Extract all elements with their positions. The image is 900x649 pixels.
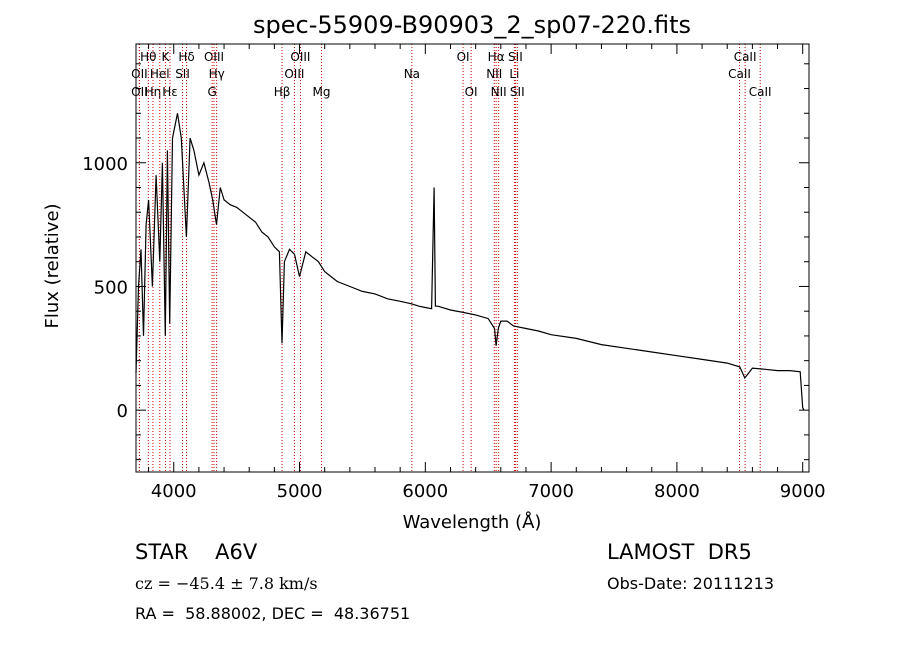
line-label-9: OIII (204, 50, 224, 64)
x-tick-label: 4000 (151, 481, 197, 502)
plot-frame (135, 43, 810, 473)
line-label-26: CaII (728, 67, 751, 81)
line-label-0: Hθ (140, 50, 156, 64)
chart-title: spec-55909-B90903_2_sp07-220.fits (253, 11, 691, 39)
line-label-14: OIII (284, 67, 304, 81)
line-label-25: CaII (734, 50, 757, 64)
line-label-16: Na (404, 67, 420, 81)
line-label-15: Mg (313, 85, 331, 99)
object-class: STAR A6V (135, 540, 258, 564)
line-label-24: SII (510, 85, 525, 99)
line-label-27: CaII (749, 85, 772, 99)
y-axis-label: Flux (relative) (42, 203, 63, 328)
line-label-6: Hε (162, 85, 178, 99)
line-label-21: NII (491, 85, 507, 99)
survey-name: LAMOST DR5 (607, 540, 752, 564)
line-label-10: Hγ (209, 67, 225, 81)
y-tick-label: 0 (117, 401, 128, 422)
line-label-13: OIII (290, 50, 310, 64)
line-label-5: K (161, 50, 170, 64)
line-label-19: Hα (488, 50, 505, 64)
x-tick-label: 9000 (780, 481, 826, 502)
line-label-20: NII (486, 67, 502, 81)
line-label-3: Hη (145, 85, 162, 99)
line-label-8: Hδ (178, 50, 194, 64)
x-axis-label: Wavelength (Å) (403, 511, 542, 533)
axes: 4000 5000 6000 7000 8000 9000 0 500 1000 (82, 43, 826, 502)
x-tick-label: 5000 (277, 481, 323, 502)
x-tick-label: 7000 (528, 481, 574, 502)
plot-area (135, 113, 805, 411)
line-label-18: OI (465, 85, 478, 99)
y-tick-label: 1000 (82, 154, 128, 175)
x-tick-label: 6000 (402, 481, 448, 502)
line-label-23: Li (509, 67, 519, 81)
redshift-value: cz = −45.4 ± 7.8 km/s (135, 574, 318, 593)
line-label-7: SII (175, 67, 190, 81)
line-label-4: Hel (150, 67, 170, 81)
x-tick-label: 8000 (654, 481, 700, 502)
observation-date: Obs-Date: 20111213 (607, 574, 775, 593)
y-tick-label: 500 (94, 277, 128, 298)
line-label-12: Hβ (274, 85, 291, 99)
line-label-2: OII (131, 85, 148, 99)
line-label-22: SII (508, 50, 523, 64)
spectrum-series-0 (135, 113, 805, 411)
line-label-17: OI (457, 50, 470, 64)
line-label-11: G (207, 85, 216, 99)
coordinates: RA = 58.88002, DEC = 48.36751 (135, 604, 411, 623)
